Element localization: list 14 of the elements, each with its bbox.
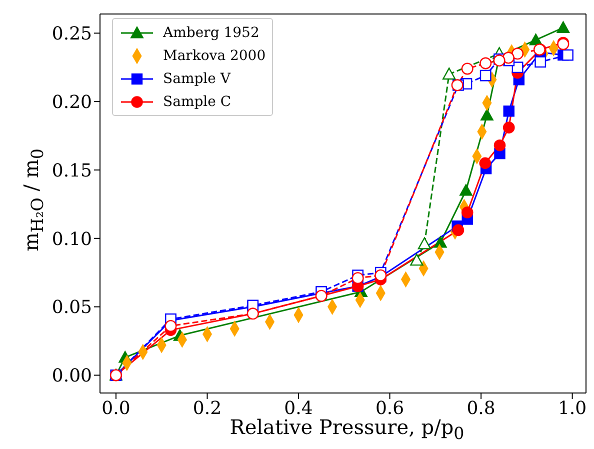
y-tick-label: 0.00 (52, 366, 92, 387)
x-tick-label: 0.2 (192, 398, 222, 419)
legend-label: Sample C (163, 94, 232, 110)
legend-label: Markova 2000 (163, 48, 266, 64)
y-tick-label: 0.25 (52, 24, 92, 45)
x-tick-label: 1.0 (558, 398, 587, 419)
y-tick-label: 0.05 (52, 297, 92, 318)
y-tick-label: 0.10 (52, 228, 92, 250)
y-tick-label: 0.15 (52, 160, 92, 182)
x-tick-label: 0.0 (102, 398, 130, 419)
y-tick-label: 0.20 (52, 92, 92, 113)
legend-label: Amberg 1952 (163, 24, 260, 40)
legend-label: Sample V (163, 70, 230, 86)
x-tick-label: 0.8 (466, 398, 496, 419)
